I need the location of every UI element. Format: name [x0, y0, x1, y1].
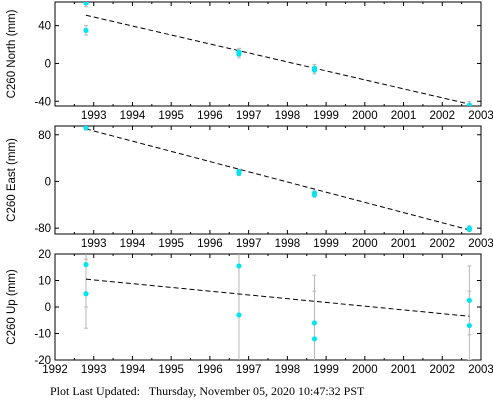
- trend-line-north: [85, 14, 470, 105]
- y-tick-label: 0: [45, 302, 51, 314]
- panel-up-frame: [54, 253, 482, 361]
- y-tick-label: -10: [34, 329, 51, 341]
- x-tick-label: 1997: [236, 238, 262, 250]
- y-tick-label: 80: [38, 130, 51, 142]
- y-axis-label-north: C260 North (mm): [6, 9, 18, 98]
- trend-line-east: [85, 128, 470, 231]
- y-tick-label: -20: [34, 355, 51, 367]
- panel-north: 1993 1994 1995 1996 1997 1998 1999 2000 2001 2002…: [6, 1, 493, 122]
- x-tick-label: 1999: [313, 364, 339, 376]
- x-tick-label: 1998: [275, 110, 301, 122]
- x-tick-label: 2002: [429, 364, 455, 376]
- data-point: [236, 51, 242, 57]
- footer-label: Plot Last Updated:: [50, 384, 140, 398]
- y-tick-label: 0: [45, 176, 51, 188]
- y-tick-label: 40: [38, 21, 51, 33]
- plot-area-east: [83, 126, 472, 233]
- panel-north-frame: [54, 1, 482, 107]
- x-tick-label: 1998: [275, 364, 301, 376]
- panel-east-frame: [54, 125, 482, 235]
- x-tick-label: 1996: [197, 110, 223, 122]
- y-tick-label: -40: [34, 96, 51, 108]
- x-tick-label: 1997: [236, 110, 262, 122]
- x-tick-label: 1994: [120, 110, 146, 122]
- x-tick-label: 1994: [120, 238, 146, 250]
- data-point: [466, 322, 472, 329]
- data-point: [236, 170, 242, 176]
- panel-up: 1992 1993 1994 1995 1996 1997 1998 1999 2000 2001…: [6, 249, 493, 376]
- data-point: [83, 126, 89, 131]
- x-tick-label: 1999: [313, 110, 339, 122]
- x-tick-label: 1993: [81, 238, 107, 250]
- x-tick-label: 1994: [120, 364, 146, 376]
- y-tick-label: 10: [38, 276, 51, 288]
- panel-east: 1993 1994 1995 1996 1997 1998 1999 2000 2001 2002…: [6, 125, 493, 250]
- data-point: [83, 291, 89, 297]
- x-tick-label: 1993: [81, 110, 107, 122]
- y-tick-label: 0: [45, 58, 51, 70]
- data-point: [466, 226, 472, 232]
- x-tick-label: 2001: [391, 364, 417, 376]
- plot-area-up: [83, 254, 472, 360]
- x-tick-label: 2003: [468, 238, 493, 250]
- x-tick-label: 1996: [197, 238, 223, 250]
- data-point: [236, 263, 242, 269]
- x-tick-label: 2000: [352, 238, 378, 250]
- x-tick-label: 2002: [429, 238, 455, 250]
- data-point: [83, 262, 89, 268]
- data-point: [83, 27, 89, 33]
- x-tick-label: 1996: [197, 364, 223, 376]
- footer-timestamp: Thursday, November 05, 2020 10:47:32 PST: [148, 384, 365, 398]
- data-point: [466, 297, 472, 303]
- x-tick-label: 2001: [391, 110, 417, 122]
- x-tick-label: 1999: [313, 238, 339, 250]
- x-tick-label: 2000: [352, 110, 378, 122]
- plot-area-north: [83, 2, 472, 106]
- x-tick-label: 2002: [429, 110, 455, 122]
- data-point: [466, 104, 472, 106]
- x-tick-label: 1997: [236, 364, 262, 376]
- x-tick-label: 1995: [158, 110, 184, 122]
- x-tick-label: 1995: [158, 238, 184, 250]
- data-point: [311, 67, 318, 73]
- trend-line-up: [85, 278, 470, 317]
- data-point: [311, 192, 318, 198]
- x-tick-label: 2000: [352, 364, 378, 376]
- x-tick-label: 1992: [42, 364, 68, 376]
- y-tick-label: 20: [38, 249, 51, 261]
- x-tick-label: 1993: [81, 364, 107, 376]
- y-axis-label-up: C260 Up (mm): [6, 269, 18, 345]
- x-tick-label: 1998: [275, 238, 301, 250]
- data-point: [236, 312, 242, 318]
- x-tick-label: 2003: [468, 364, 493, 376]
- y-axis-label-east: C260 East (mm): [6, 138, 18, 222]
- y-tick-label: -80: [34, 223, 51, 235]
- data-point: [83, 2, 89, 6]
- data-point: [311, 336, 318, 342]
- x-tick-label: 2001: [391, 238, 417, 250]
- data-point: [311, 320, 318, 326]
- x-tick-label: 1995: [158, 364, 184, 376]
- plot-updated-footer: Plot Last Updated: Thursday, November 05…: [50, 384, 364, 399]
- x-tick-label: 2003: [468, 110, 493, 122]
